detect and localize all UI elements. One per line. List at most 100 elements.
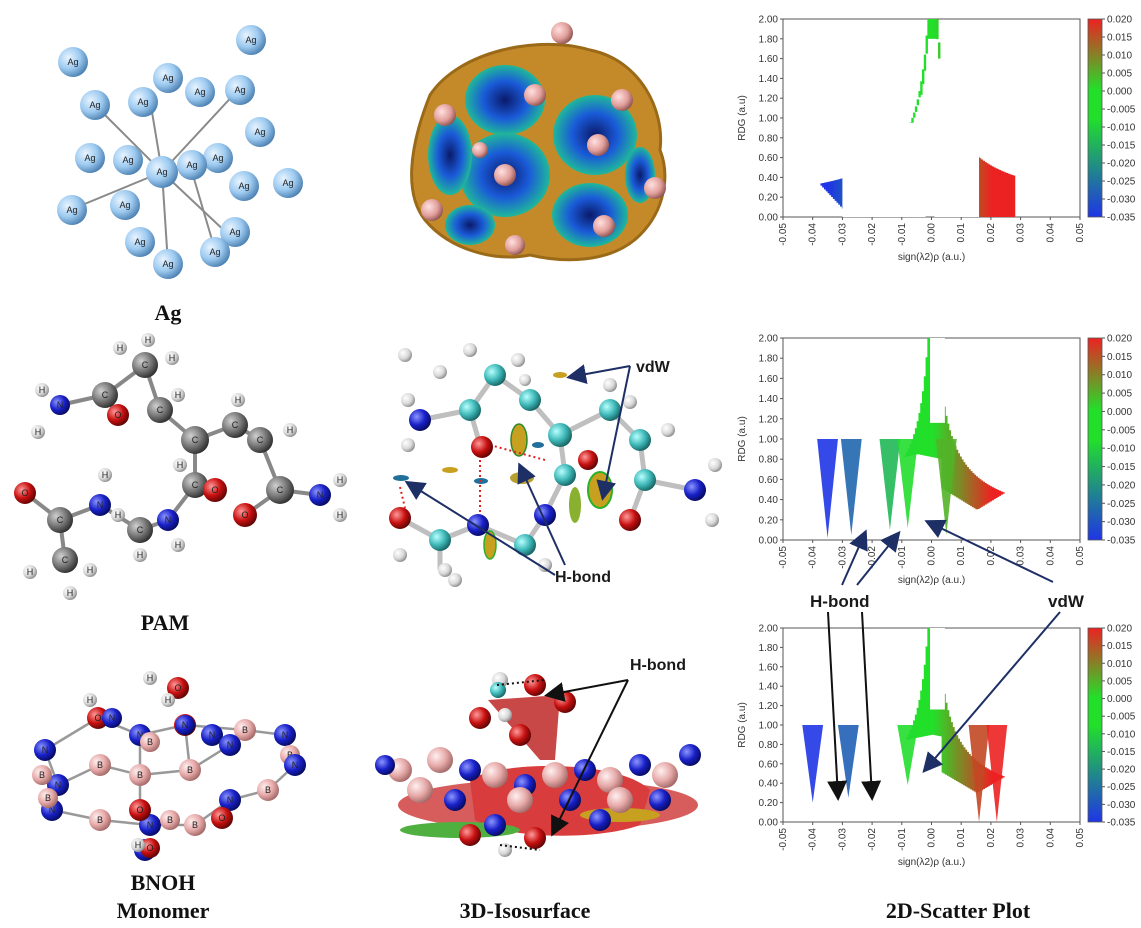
atom-b	[89, 809, 111, 831]
atom-label: N	[165, 515, 172, 525]
atom-label: N	[137, 730, 144, 740]
envelope-strip	[820, 183, 823, 186]
x-tick-label: 0.00	[927, 828, 938, 848]
atom-h	[433, 365, 447, 379]
envelope-strip	[1003, 172, 1007, 217]
atom-label: Ag	[238, 181, 249, 191]
atom-t	[629, 429, 651, 451]
envelope-strip	[921, 69, 925, 85]
x-tick-label: 0.04	[1045, 546, 1056, 566]
colorbar-tick-label: 0.005	[1107, 676, 1132, 687]
x-axis-label: sign(λ2)ρ (a.u.)	[898, 252, 965, 263]
x-tick-label: 0.01	[956, 223, 967, 243]
x-tick-label: -0.03	[837, 223, 848, 246]
atom-n	[309, 484, 331, 506]
atom-t	[459, 399, 481, 421]
atom-label: N	[57, 400, 64, 410]
atom-h	[35, 383, 49, 397]
x-tick-label: 0.04	[1045, 828, 1056, 848]
colorbar	[1087, 337, 1103, 541]
atom-c	[147, 397, 173, 423]
atom-p	[421, 199, 443, 221]
atom-label: O	[114, 410, 121, 420]
atom-b	[407, 777, 433, 803]
column-title-scatter: 2D-Scatter Plot	[886, 898, 1031, 923]
atom-h	[98, 468, 112, 482]
atom-label: B	[192, 820, 198, 830]
colorbar-tick-label: -0.015	[1107, 747, 1136, 758]
ag-atoms: Ag Ag Ag Ag Ag Ag Ag Ag Ag Ag Ag Ag Ag Ag Ag Ag Ag Ag Ag Ag…	[57, 25, 303, 279]
atom-n	[629, 754, 651, 776]
atom-n	[284, 754, 306, 776]
atom-h	[141, 333, 155, 347]
atom-label: B	[265, 785, 271, 795]
atom-o	[509, 724, 531, 746]
envelope-strip	[966, 751, 969, 788]
bnoh-isosurface	[375, 672, 701, 857]
atom-o	[129, 799, 151, 821]
atom-ag	[146, 156, 178, 188]
label-bnoh: BNOH	[131, 870, 196, 895]
envelope-strip	[840, 178, 843, 207]
x-tick-label: -0.05	[778, 828, 789, 851]
atom-h	[398, 348, 412, 362]
atom-n	[219, 789, 241, 811]
atom-label: B	[167, 815, 173, 825]
colorbar	[1087, 627, 1103, 823]
y-tick-label: 0.20	[759, 193, 779, 204]
atom-ag	[128, 87, 158, 117]
y-tick-label: 0.60	[759, 153, 779, 164]
y-tick-label: 0.20	[759, 798, 779, 809]
vdw-iso-label: vdW	[636, 359, 671, 376]
atom-h	[23, 565, 37, 579]
envelope-strip	[955, 735, 959, 782]
colorbar-tick-label: 0.000	[1107, 694, 1132, 705]
atom-o	[203, 478, 227, 502]
x-tick-label: -0.03	[837, 828, 848, 851]
atom-label: B	[137, 770, 143, 780]
envelope-strip	[954, 731, 957, 780]
atom-label: N	[97, 500, 104, 510]
atom-label: Ag	[84, 153, 95, 163]
envelope-strip	[1005, 173, 1009, 217]
y-tick-label: 1.60	[759, 54, 779, 65]
envelope-strip	[964, 749, 968, 787]
x-tick-label: 0.03	[1016, 828, 1027, 848]
atom-ag	[236, 25, 266, 55]
x-tick-label: 0.03	[1016, 546, 1027, 566]
atom-label: Ag	[156, 167, 167, 177]
atom-n	[684, 479, 706, 501]
colorbar-tick-label: -0.005	[1107, 425, 1136, 436]
colorbar-tick-label: 0.020	[1107, 15, 1132, 26]
atom-label: N	[282, 730, 289, 740]
colorbar-tick-label: 0.005	[1107, 389, 1132, 400]
atom-c	[52, 547, 78, 573]
envelope-strip	[979, 479, 982, 508]
atom-ag	[153, 249, 183, 279]
y-tick-label: 1.20	[759, 414, 779, 425]
scatter-plot-pam: 0.00 0.20 0.40 0.60 0.80 1.00 1.20 1.40 1.60 1.80…	[737, 334, 1136, 587]
atom-label: Ag	[134, 237, 145, 247]
envelope-strip	[934, 19, 937, 39]
atom-label: Ag	[212, 153, 223, 163]
atom-b	[140, 732, 160, 752]
atom-label: O	[241, 510, 248, 520]
envelope-strip	[968, 469, 971, 505]
spike	[897, 725, 919, 786]
spike	[968, 725, 990, 822]
envelope-strip	[975, 476, 978, 510]
atom-c	[92, 382, 118, 408]
atom-n	[649, 789, 671, 811]
atom-c	[247, 427, 273, 453]
atom-label: H	[39, 385, 46, 395]
atom-p	[644, 177, 666, 199]
x-tick-label: 0.00	[927, 223, 938, 243]
atom-p	[611, 89, 633, 111]
spike	[802, 725, 824, 803]
envelope-strip	[986, 768, 989, 787]
x-tick-label: 0.02	[986, 223, 997, 243]
atom-h	[438, 563, 452, 577]
atom-o	[87, 707, 109, 729]
atom-h	[131, 838, 145, 852]
x-tick-label: 0.00	[927, 546, 938, 566]
